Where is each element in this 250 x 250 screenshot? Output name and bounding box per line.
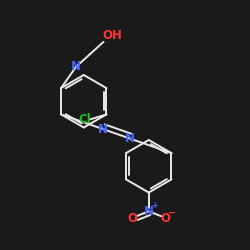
Text: N: N — [71, 60, 81, 74]
Text: OH: OH — [102, 29, 122, 42]
Text: N: N — [98, 122, 108, 136]
Text: Cl: Cl — [79, 113, 92, 126]
Text: N: N — [144, 205, 154, 218]
Text: O: O — [160, 212, 170, 225]
Text: O: O — [128, 212, 138, 225]
Text: N: N — [124, 132, 134, 145]
Text: −: − — [168, 208, 176, 218]
Text: +: + — [151, 201, 158, 210]
